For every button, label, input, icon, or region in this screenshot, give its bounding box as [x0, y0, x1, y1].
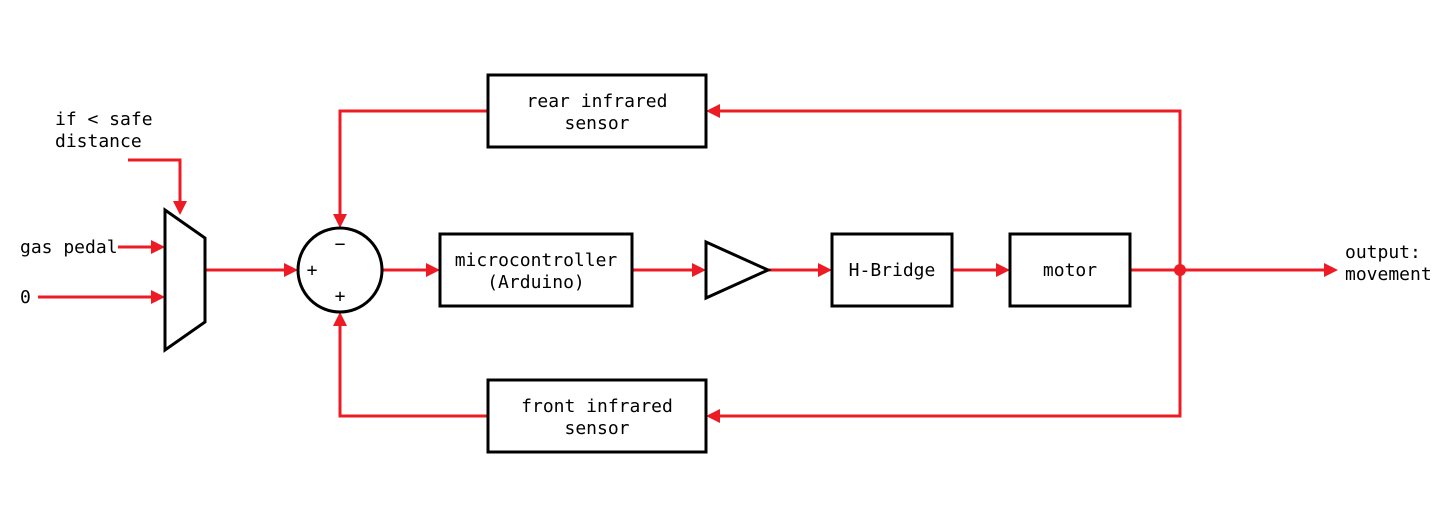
- junction-dot: [1174, 264, 1186, 276]
- label-micro-2: (Arduino): [487, 272, 585, 293]
- label-motor: motor: [1043, 260, 1097, 281]
- sign-summing-bottom: +: [335, 286, 346, 307]
- wire-cond_in: [128, 160, 180, 201]
- arrowhead: [692, 263, 706, 277]
- arrowhead: [706, 104, 720, 118]
- arrowhead: [996, 263, 1010, 277]
- label-output-1: output:: [1345, 242, 1421, 263]
- arrowhead: [333, 214, 347, 228]
- label-hbridge: H-Bridge: [849, 260, 936, 281]
- node-mux: [165, 210, 205, 350]
- arrowhead: [173, 201, 187, 215]
- arrowhead: [818, 263, 832, 277]
- node-amp: [706, 242, 768, 298]
- label-rearIR-2: sensor: [564, 113, 629, 134]
- label-gaspedal: gas pedal: [20, 237, 118, 258]
- label-frontIR-1: front infrared: [521, 396, 673, 417]
- label-cond-1: if < safe: [55, 109, 153, 130]
- arrowhead: [706, 409, 720, 423]
- label-output-2: movement: [1345, 264, 1432, 285]
- wire-rear_sum: [340, 111, 488, 214]
- label-frontIR-2: sensor: [564, 418, 629, 439]
- arrowhead: [426, 263, 440, 277]
- arrowhead: [151, 240, 165, 254]
- sign-summing-left: +: [307, 260, 318, 281]
- arrowhead: [284, 263, 298, 277]
- arrowhead: [333, 312, 347, 326]
- arrowhead: [151, 290, 165, 304]
- arrowhead: [1324, 263, 1338, 277]
- sign-summing-top: −: [335, 234, 346, 255]
- label-zero: 0: [20, 287, 31, 308]
- label-micro-1: microcontroller: [455, 250, 618, 271]
- label-rearIR-1: rear infrared: [527, 91, 668, 112]
- block-diagram: +−+microcontroller(Arduino)H-Bridgemotor…: [0, 0, 1437, 528]
- label-cond-2: distance: [55, 131, 142, 152]
- wire-front_sum: [340, 326, 488, 416]
